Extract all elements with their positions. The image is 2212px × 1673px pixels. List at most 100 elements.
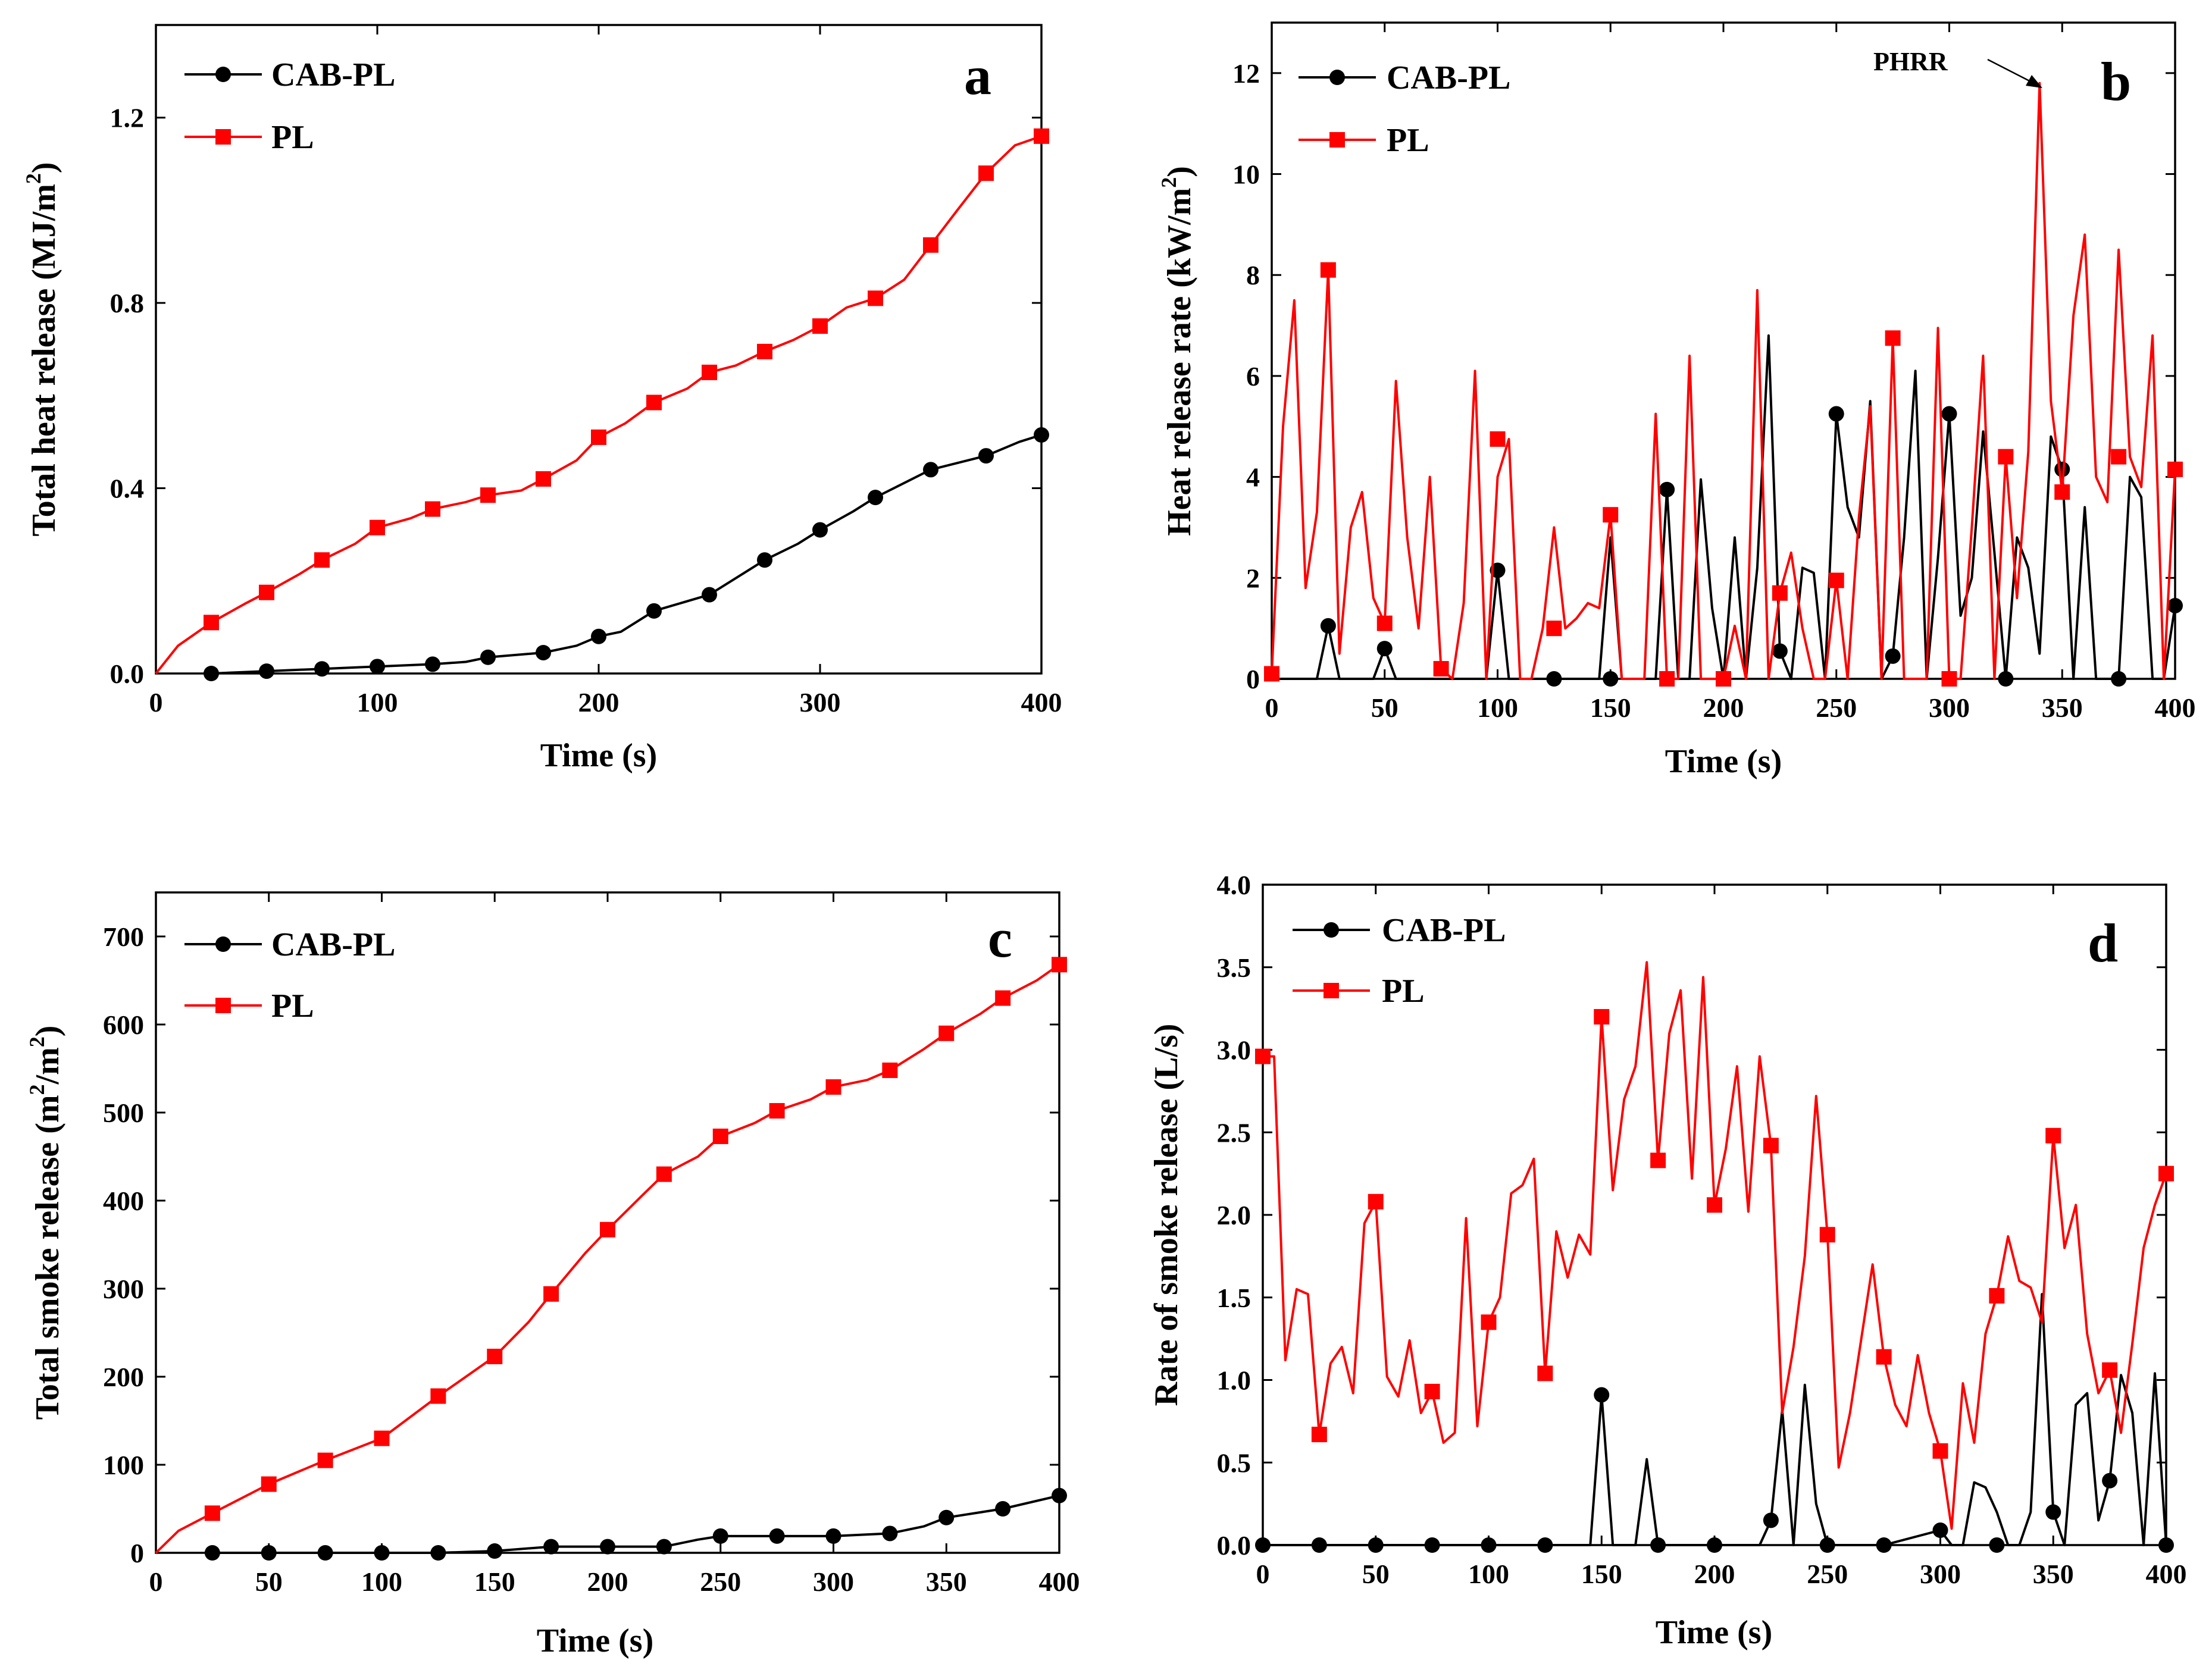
axis-ticks bbox=[155, 892, 1060, 1554]
y-tick-label: 700 bbox=[103, 922, 144, 952]
data-point-cab-pl bbox=[938, 1509, 955, 1525]
x-tick-label: 0 bbox=[149, 687, 163, 718]
y-tick-label: 0 bbox=[130, 1538, 144, 1568]
legend-label-cab: CAB-PL bbox=[271, 57, 395, 93]
data-point-pl bbox=[1311, 1427, 1327, 1443]
data-point-pl bbox=[1376, 615, 1393, 631]
data-point-pl bbox=[480, 487, 496, 503]
data-point-cab-pl bbox=[425, 656, 440, 672]
data-point-cab-pl bbox=[1828, 406, 1844, 422]
y-tick-label: 0.0 bbox=[110, 659, 145, 689]
data-point-cab-pl bbox=[825, 1528, 841, 1544]
data-point-pl bbox=[1481, 1314, 1497, 1330]
data-point-cab-pl bbox=[769, 1528, 785, 1544]
data-point-cab-pl bbox=[1659, 481, 1675, 497]
panel-letter: b bbox=[2101, 51, 2131, 112]
data-point-pl bbox=[1433, 661, 1449, 677]
data-point-cab-pl bbox=[1034, 427, 1049, 443]
y-tick-label: 8 bbox=[1246, 260, 1260, 290]
data-point-pl bbox=[656, 1166, 672, 1182]
panel-letter: a bbox=[964, 45, 991, 106]
x-tick-label: 300 bbox=[813, 1567, 854, 1597]
x-axis-title: Time (s) bbox=[540, 737, 658, 774]
data-point-pl bbox=[1546, 621, 1562, 637]
data-point-cab-pl bbox=[1932, 1522, 1948, 1539]
data-point-cab-pl bbox=[995, 1501, 1011, 1517]
data-point-pl bbox=[600, 1221, 615, 1237]
data-point-cab-pl bbox=[1763, 1512, 1779, 1528]
data-point-cab-pl bbox=[882, 1525, 898, 1542]
annotation-arrow bbox=[1987, 58, 2035, 84]
y-axis-title: Rate of smoke release (L/s) bbox=[1148, 1024, 1185, 1406]
data-point-cab-pl bbox=[430, 1545, 446, 1561]
x-tick-label: 200 bbox=[1703, 693, 1744, 723]
legend: CAB-PL PL bbox=[1299, 59, 1510, 159]
data-point-cab-pl bbox=[1941, 406, 1957, 422]
data-point-cab-pl bbox=[591, 628, 606, 644]
x-tick-label: 300 bbox=[1920, 1559, 1961, 1589]
data-point-cab-pl bbox=[1707, 1537, 1722, 1553]
data-point-pl bbox=[923, 237, 938, 253]
x-tick-label: 200 bbox=[587, 1567, 628, 1597]
y-tick-label: 300 bbox=[103, 1274, 144, 1304]
phrr-annotation: PHRR bbox=[1873, 47, 2042, 88]
data-point-cab-pl bbox=[2102, 1473, 2118, 1489]
data-point-pl bbox=[425, 501, 440, 517]
y-tick-label: 3.0 bbox=[1217, 1035, 1252, 1066]
legend: CAB-PL PL bbox=[184, 57, 395, 156]
x-tick-label: 400 bbox=[1021, 687, 1062, 718]
series-layer bbox=[155, 128, 1049, 681]
data-point-pl bbox=[1989, 1287, 2005, 1304]
data-point-pl bbox=[536, 471, 551, 487]
legend-marker-pl bbox=[215, 998, 231, 1013]
data-point-cab-pl bbox=[314, 661, 330, 677]
data-point-cab-pl bbox=[2167, 597, 2183, 613]
legend-marker-cab bbox=[215, 67, 231, 82]
y-tick-label: 2.0 bbox=[1217, 1200, 1252, 1230]
x-tick-label: 100 bbox=[361, 1567, 402, 1597]
data-point-cab-pl bbox=[480, 649, 496, 665]
data-point-cab-pl bbox=[1989, 1537, 2005, 1553]
y-tick-label: 0.8 bbox=[110, 288, 145, 318]
y-tick-label: 0.5 bbox=[1217, 1448, 1252, 1478]
data-point-cab-pl bbox=[1998, 671, 2014, 687]
data-point-pl bbox=[1490, 431, 1506, 447]
y-tick-label: 4.0 bbox=[1217, 870, 1252, 900]
data-point-pl bbox=[1941, 671, 1957, 687]
data-point-cab-pl bbox=[1311, 1537, 1327, 1553]
data-point-cab-pl bbox=[370, 659, 385, 675]
y-tick-label: 12 bbox=[1232, 58, 1260, 89]
series-line-pl bbox=[1271, 82, 2176, 680]
legend-label-cab: CAB-PL bbox=[1387, 59, 1510, 96]
legend-marker-pl bbox=[1329, 132, 1345, 148]
data-point-pl bbox=[1650, 1152, 1666, 1168]
data-point-cab-pl bbox=[374, 1545, 390, 1561]
legend-label-pl: PL bbox=[1387, 122, 1429, 159]
data-point-pl bbox=[1320, 262, 1336, 278]
y-tick-label: 400 bbox=[103, 1186, 144, 1216]
data-point-pl bbox=[1034, 128, 1049, 144]
data-point-pl bbox=[1537, 1365, 1553, 1381]
x-tick-label: 50 bbox=[1362, 1559, 1390, 1589]
data-point-cab-pl bbox=[543, 1539, 559, 1555]
data-point-cab-pl bbox=[204, 1545, 220, 1561]
x-tick-label: 100 bbox=[1477, 693, 1518, 723]
legend: CAB-PL PL bbox=[1293, 912, 1506, 1010]
y-tick-label: 2 bbox=[1246, 563, 1260, 593]
x-tick-label: 300 bbox=[1929, 693, 1970, 723]
y-tick-label: 0 bbox=[1246, 664, 1260, 694]
y-tick-label: 1.0 bbox=[1217, 1365, 1252, 1396]
series-layer bbox=[1255, 961, 2174, 1553]
x-tick-label: 200 bbox=[1694, 1559, 1735, 1589]
x-tick-label: 400 bbox=[2146, 1559, 2187, 1589]
x-tick-label: 100 bbox=[1468, 1559, 1509, 1589]
y-axis-title: Total heat release (MJ/m2) bbox=[21, 162, 62, 536]
data-point-cab-pl bbox=[1424, 1537, 1440, 1553]
series-line-pl bbox=[155, 135, 1042, 675]
x-tick-label: 150 bbox=[474, 1567, 515, 1597]
series-line-cab-pl bbox=[1263, 1293, 2167, 1546]
data-point-cab-pl bbox=[2045, 1504, 2061, 1520]
data-point-pl bbox=[2102, 1362, 2118, 1378]
x-tick-label: 0 bbox=[1265, 693, 1279, 723]
